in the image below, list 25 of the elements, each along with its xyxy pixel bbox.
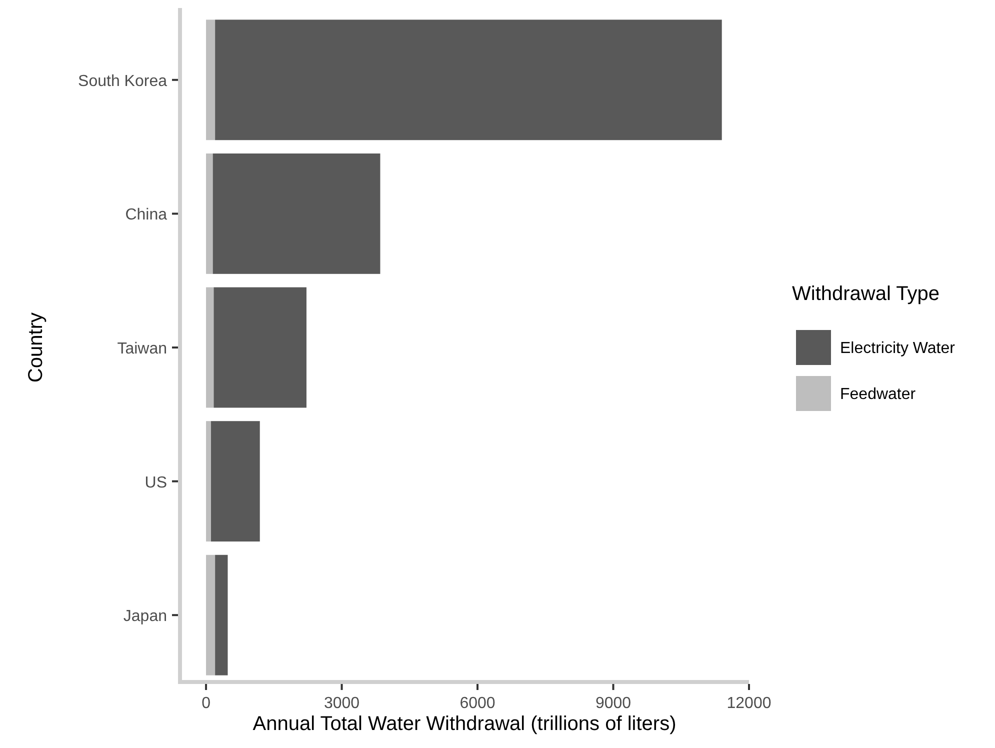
- bar: [206, 287, 214, 408]
- y-axis-title: Country: [25, 312, 47, 383]
- x-tick-label: 6000: [460, 695, 496, 712]
- bar: [206, 153, 213, 274]
- y-tick-label: China: [125, 206, 168, 224]
- bar: [206, 554, 216, 676]
- bar: [210, 421, 260, 542]
- x-axis-title: Annual Total Water Withdrawal (trillions of liters): [252, 713, 676, 735]
- bar: [206, 421, 211, 542]
- bar: [215, 20, 722, 140]
- bar: [206, 20, 216, 140]
- legend-label: Feedwater: [840, 386, 916, 403]
- x-tick-label: 9000: [595, 695, 632, 712]
- y-tick-label: Taiwan: [117, 340, 167, 358]
- bar: [215, 554, 228, 676]
- y-tick-label: Japan: [123, 608, 167, 626]
- bar: [212, 153, 380, 274]
- y-tick-label: South Korea: [78, 72, 168, 90]
- bar: [214, 287, 306, 408]
- legend-label: Electricity Water: [840, 340, 956, 357]
- x-tick-label: 3000: [324, 695, 360, 712]
- legend-title: Withdrawal Type: [792, 283, 940, 305]
- x-tick-label: 0: [202, 695, 211, 712]
- x-tick-label: 12000: [726, 695, 772, 712]
- y-tick-label: US: [144, 474, 167, 492]
